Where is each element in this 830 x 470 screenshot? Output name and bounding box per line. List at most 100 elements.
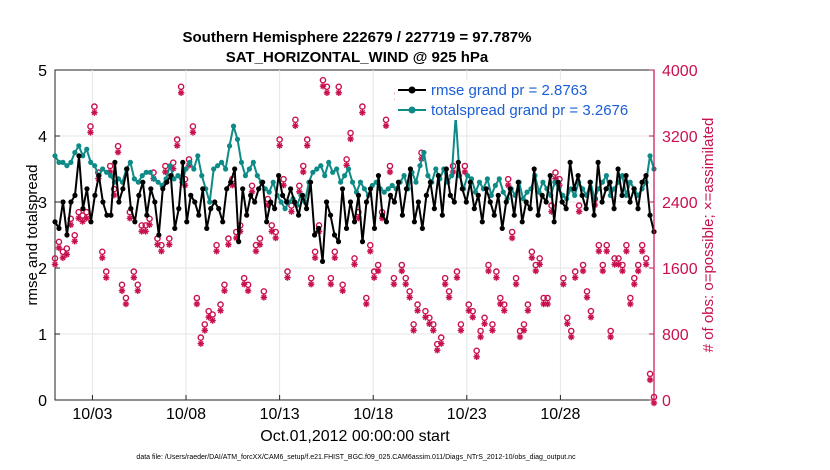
totalspread-point xyxy=(155,179,161,185)
obs-assimilated-stroke xyxy=(198,340,204,347)
tick-label-x: 10/23 xyxy=(447,406,487,423)
obs-possible-point xyxy=(607,327,614,335)
obs-possible-point xyxy=(481,314,488,322)
totalspread-point xyxy=(226,143,233,149)
totalspread-point xyxy=(246,166,252,172)
obs-possible-point xyxy=(359,103,366,110)
rmse-point xyxy=(503,199,509,205)
rmse-point xyxy=(156,232,162,238)
totalspread-point xyxy=(421,149,427,156)
tick-label-left: 3 xyxy=(38,195,47,212)
rmse-point xyxy=(547,173,553,179)
rmse-point xyxy=(244,212,250,218)
obs-assimilated-stroke xyxy=(387,169,393,175)
obs-assimilated-point xyxy=(256,241,264,248)
obs-assimilated-point xyxy=(434,347,441,354)
obs-possible-point xyxy=(520,321,528,328)
rmse-point xyxy=(331,232,338,238)
rmse-point xyxy=(92,192,98,198)
totalspread-point xyxy=(52,153,58,159)
rmse-point xyxy=(371,225,378,231)
obs-assimilated-stroke xyxy=(312,255,318,261)
obs-possible-point xyxy=(177,83,185,91)
obs-assimilated-stroke xyxy=(91,109,98,116)
rmse-point xyxy=(531,166,537,172)
rmse-point xyxy=(132,219,138,225)
totalspread-point xyxy=(76,143,82,149)
obs-assimilated-stroke xyxy=(209,317,216,324)
obs-possible-point xyxy=(583,288,591,295)
totalspread-point xyxy=(167,163,173,169)
rmse-point xyxy=(347,199,354,205)
rmse-point xyxy=(415,199,421,205)
rmse-point xyxy=(303,206,310,212)
rmse-point xyxy=(272,206,278,212)
obs-assimilated-point xyxy=(300,168,307,176)
rmse-point xyxy=(288,186,294,192)
obs-assimilated-stroke xyxy=(619,268,626,274)
obs-assimilated-stroke xyxy=(635,268,641,274)
rmse-point xyxy=(160,186,166,192)
obs-possible-point xyxy=(122,294,130,302)
rmse-point xyxy=(615,166,621,172)
obs-assimilated-stroke xyxy=(371,274,377,281)
totalspread-point xyxy=(488,192,494,198)
rmse-point xyxy=(52,219,58,225)
rmse-point xyxy=(391,199,398,205)
obs-possible-point xyxy=(457,321,465,328)
obs-assimilated-stroke xyxy=(564,321,571,327)
obs-assimilated-stroke xyxy=(324,90,330,96)
rmse-point xyxy=(447,192,453,198)
obs-assimilated-stroke xyxy=(245,288,251,294)
totalspread-point xyxy=(151,176,157,182)
rmse-point xyxy=(467,179,473,185)
obs-assimilated-stroke xyxy=(391,281,397,287)
obs-assimilated-point xyxy=(583,294,591,301)
totalspread-point xyxy=(389,182,395,189)
obs-possible-point xyxy=(240,274,248,282)
rmse-point xyxy=(88,219,94,225)
rmse-point xyxy=(216,206,222,212)
rmse-point xyxy=(68,199,74,205)
obs-possible-point xyxy=(437,334,445,341)
rmse-point xyxy=(479,219,485,225)
legend-label-spread: totalspread grand pr = 3.2676 xyxy=(431,102,628,119)
rmse-point xyxy=(443,166,449,172)
rmse-point xyxy=(112,159,118,165)
rmse-point xyxy=(260,179,266,185)
obs-assimilated-point xyxy=(406,294,413,301)
obs-assimilated-stroke xyxy=(284,274,291,281)
obs-possible-point xyxy=(327,274,335,282)
obs-possible-point xyxy=(528,248,536,256)
rmse-point xyxy=(212,199,218,205)
obs-assimilated-point xyxy=(631,281,638,288)
obs-assimilated-stroke xyxy=(162,169,169,175)
obs-possible-point xyxy=(225,235,232,242)
tick-label-right: 0 xyxy=(662,393,671,410)
totalspread-point xyxy=(500,189,506,195)
obs-assimilated-stroke xyxy=(339,288,346,294)
totalspread-point xyxy=(492,182,498,189)
rmse-point xyxy=(387,192,394,198)
rmse-point xyxy=(451,199,457,205)
obs-possible-point xyxy=(638,241,646,249)
obs-assimilated-point xyxy=(307,281,315,288)
obs-assimilated-stroke xyxy=(596,248,602,254)
rmse-point xyxy=(256,186,262,192)
obs-possible-point xyxy=(63,245,71,252)
totalspread-point xyxy=(345,166,352,172)
obs-possible-point xyxy=(118,281,126,289)
obs-possible-point xyxy=(201,321,209,328)
obs-possible-point xyxy=(98,248,106,256)
rmse-point xyxy=(96,173,102,179)
obs-assimilated-stroke xyxy=(469,314,476,320)
tick-label-right: 800 xyxy=(662,327,689,344)
obs-assimilated-point xyxy=(209,317,216,324)
obs-assimilated-stroke xyxy=(288,208,295,215)
rmse-point xyxy=(583,206,589,212)
obs-assimilated-point xyxy=(244,287,252,294)
obs-assimilated-point xyxy=(142,228,149,235)
rmse-point xyxy=(116,199,122,205)
obs-possible-point xyxy=(366,241,374,249)
obs-assimilated-stroke xyxy=(119,288,125,294)
